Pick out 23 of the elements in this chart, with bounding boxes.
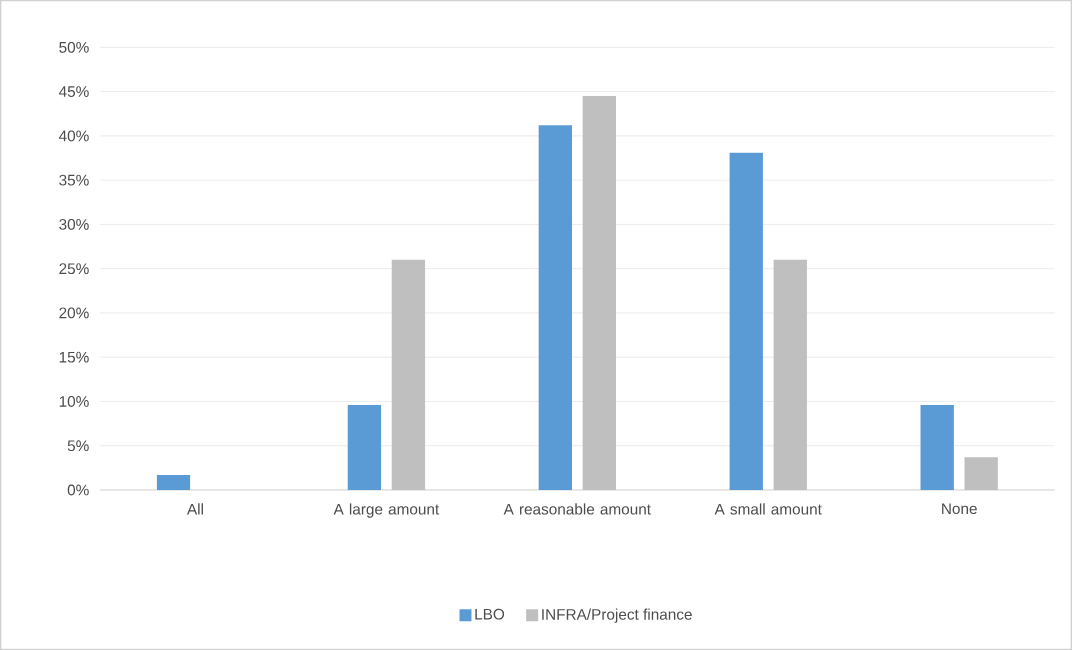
- bar: [347, 405, 382, 490]
- y-tick-label: 25%: [59, 263, 89, 275]
- legend-label: INFRA/Project finance: [542, 608, 692, 623]
- y-tick-label: 45%: [58, 86, 89, 97]
- y-tick-label: 5%: [67, 440, 89, 452]
- bar: [729, 152, 763, 490]
- x-tick-label: A small amount: [714, 503, 822, 515]
- bar: [156, 474, 191, 490]
- x-tick-label: A reasonable amount: [503, 503, 651, 515]
- y-tick-label: 20%: [59, 307, 89, 319]
- y-tick-label: 50%: [59, 41, 89, 53]
- y-tick-label: 40%: [58, 130, 89, 142]
- y-tick-label: 30%: [59, 218, 89, 230]
- legend-label: LBO: [475, 608, 505, 620]
- bar: [538, 125, 572, 490]
- x-tick-label: A large amount: [333, 503, 440, 518]
- y-tick-label: 10%: [59, 396, 89, 407]
- x-tick-label: All: [186, 503, 203, 515]
- bar: [920, 405, 954, 490]
- y-tick-label: 0%: [67, 484, 89, 496]
- x-tick-label: None: [942, 503, 977, 515]
- y-tick-label: 35%: [59, 174, 89, 186]
- y-tick-label: 15%: [59, 351, 89, 363]
